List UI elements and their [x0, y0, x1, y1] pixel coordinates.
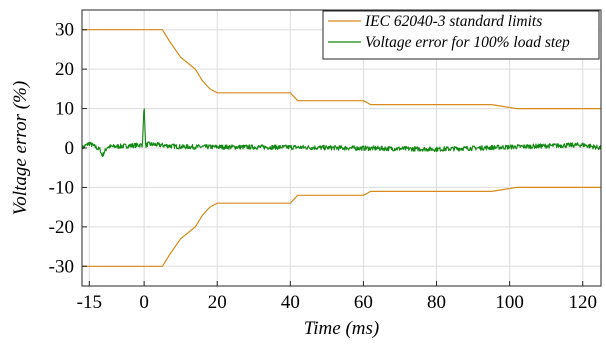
y-tick-label: 0 [65, 138, 75, 159]
series-voltage-error [82, 109, 601, 157]
legend-label-error: Voltage error for 100% load step [365, 34, 570, 51]
x-tick-label: -15 [77, 292, 102, 313]
y-tick-label: 10 [55, 99, 74, 120]
x-axis-label: Time (ms) [304, 318, 379, 339]
y-tick-label: 30 [55, 20, 74, 41]
y-tick-label: -10 [49, 177, 74, 198]
y-tick-label: -20 [49, 217, 74, 238]
x-tick-label: 0 [139, 292, 149, 313]
x-tick-label: 20 [208, 292, 227, 313]
x-tick-label: 120 [568, 292, 597, 313]
y-tick-label: 20 [55, 59, 74, 80]
legend-label-limits: IEC 62040-3 standard limits [364, 13, 542, 30]
x-tick-label: 100 [495, 292, 524, 313]
x-tick-label: 60 [354, 292, 373, 313]
y-axis-label: Voltage error (%) [10, 81, 31, 215]
x-tick-label: 80 [427, 292, 446, 313]
x-tick-label: 40 [281, 292, 300, 313]
y-tick-label: -30 [49, 256, 74, 277]
legend: IEC 62040-3 standard limits Voltage erro… [323, 11, 599, 59]
